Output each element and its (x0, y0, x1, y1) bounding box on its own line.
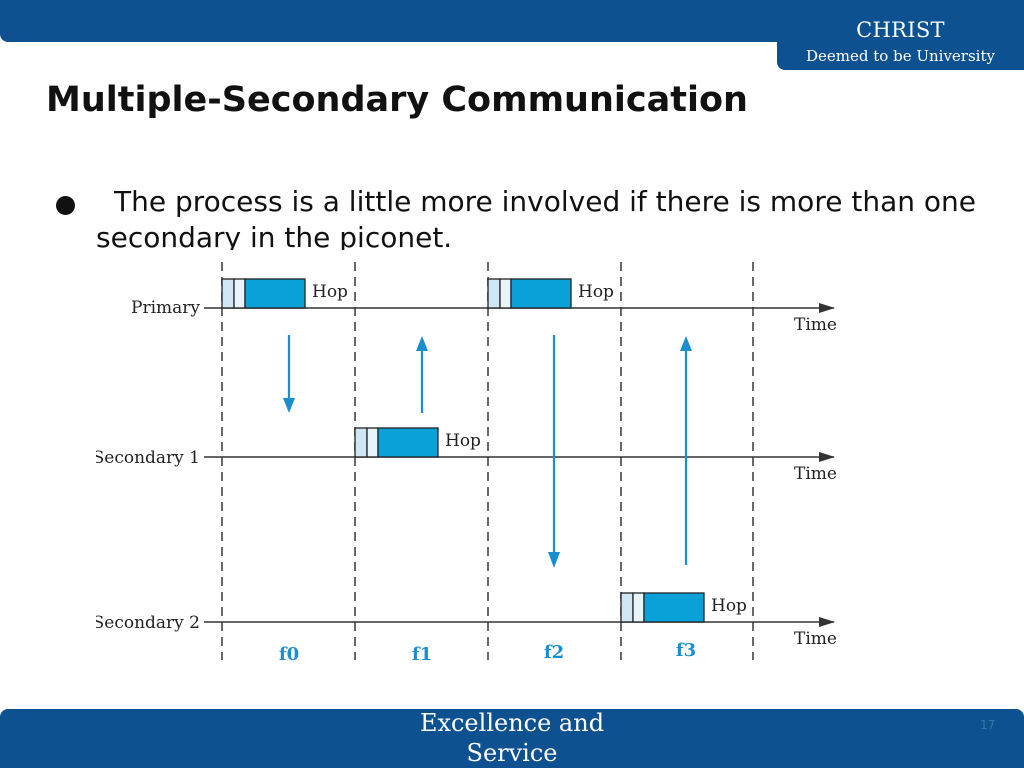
slot-label-f1: f1 (412, 644, 432, 665)
slot-label-f0: f0 (279, 644, 299, 665)
packet-secondary-2-f3 (620, 592, 705, 623)
arrow-down-icon (548, 335, 560, 568)
brand-name: CHRIST (856, 18, 945, 42)
bullet-icon (56, 196, 75, 215)
hop-label: Hop (578, 282, 614, 302)
packet-primary-f2 (487, 278, 572, 309)
bottom-banner (0, 709, 1024, 768)
university-brand: CHRIST Deemed to be University (777, 0, 1024, 70)
time-label-secondary-2: Time (794, 629, 837, 649)
piconet-timing-diagram: Primary Secondary 1 Secondary 2 Time Tim… (96, 262, 837, 665)
brand-subtitle: Deemed to be University (806, 47, 995, 65)
footer-motto: Excellence and Service (419, 709, 605, 767)
packet-primary-f0 (221, 278, 306, 309)
arrow-up-icon (416, 336, 428, 413)
slide-title: Multiple-Secondary Communication (46, 80, 748, 120)
lane-label-secondary-2: Secondary 2 (96, 613, 200, 633)
packet-secondary-1-f1 (354, 427, 439, 458)
slot-label-f2: f2 (544, 642, 564, 663)
arrow-up-icon (680, 336, 692, 565)
bullet-text: The process is a little more involved if… (96, 185, 976, 250)
time-label-secondary-1: Time (794, 464, 837, 484)
time-label-primary: Time (794, 315, 837, 335)
hop-label: Hop (312, 282, 348, 302)
page-number: 17 (980, 718, 996, 732)
bullet-block: The process is a little more involved if… (96, 184, 976, 250)
lane-label-primary: Primary (131, 298, 200, 318)
slot-label-f3: f3 (676, 640, 696, 661)
arrow-down-icon (283, 335, 295, 413)
hop-label: Hop (445, 431, 481, 451)
lane-label-secondary-1: Secondary 1 (96, 448, 200, 468)
hop-label: Hop (711, 596, 747, 616)
